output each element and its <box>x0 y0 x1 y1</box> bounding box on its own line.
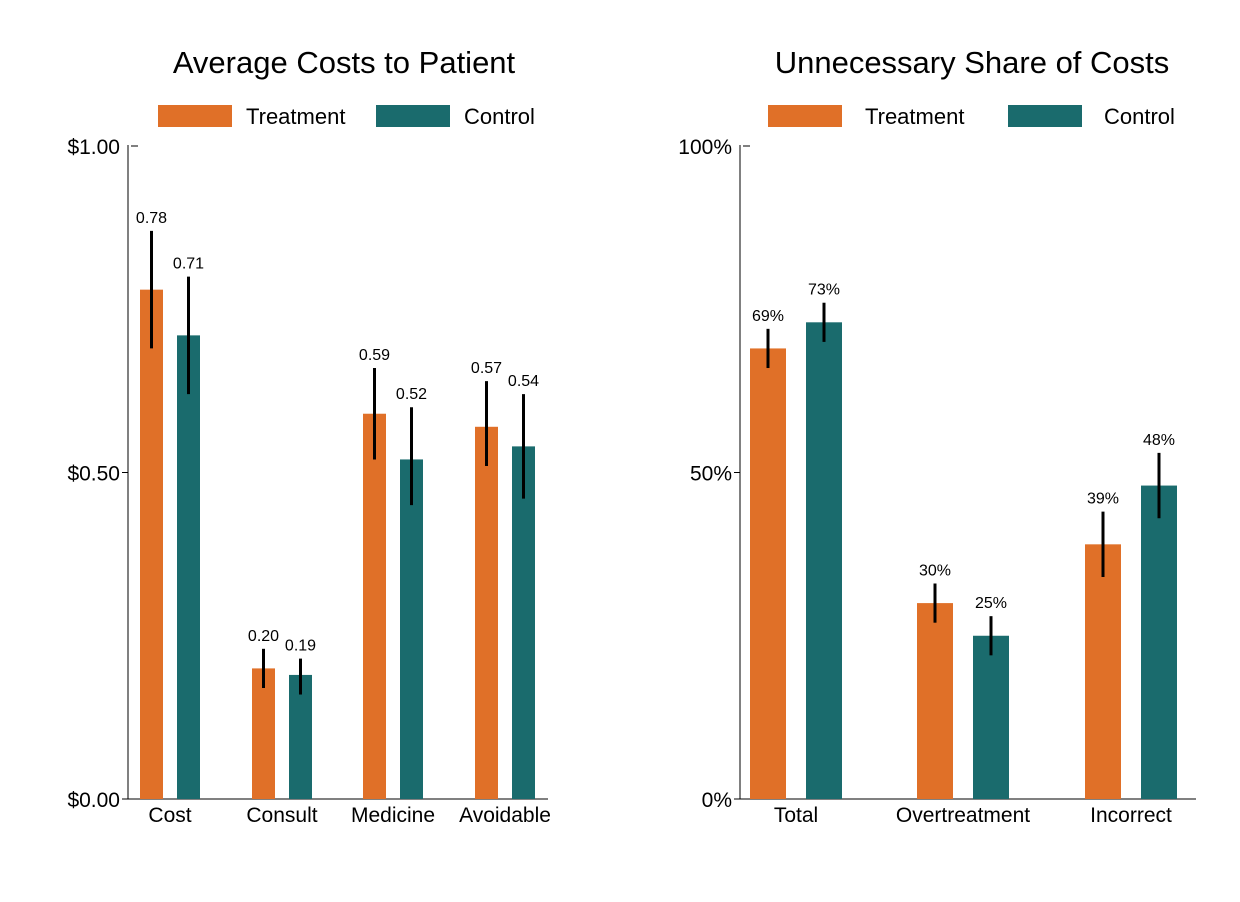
bar-control <box>400 459 423 799</box>
y-tick-label: 0% <box>702 789 732 812</box>
legend-swatch-treatment <box>768 105 842 127</box>
bar-control <box>1141 485 1177 799</box>
data-label-treatment: 69% <box>752 308 784 325</box>
x-category-label: Cost <box>148 804 191 827</box>
legend-label-control: Control <box>1104 104 1175 129</box>
data-label-control: 0.19 <box>285 638 316 655</box>
y-tick-label: $1.00 <box>67 136 120 159</box>
x-category-label: Medicine <box>351 804 435 827</box>
data-label-treatment: 39% <box>1087 491 1119 508</box>
y-tick-label: 100% <box>678 136 732 159</box>
legend-swatch-treatment <box>158 105 232 127</box>
y-tick-label: $0.50 <box>67 463 120 486</box>
bar-control <box>512 446 535 799</box>
legend-swatch-control <box>376 105 450 127</box>
bar-treatment <box>917 603 953 799</box>
data-label-control: 0.54 <box>508 373 539 390</box>
legend-label-treatment: Treatment <box>865 104 964 129</box>
legend-label-treatment: Treatment <box>246 104 345 129</box>
x-category-label: Overtreatment <box>896 804 1030 827</box>
x-category-label: Avoidable <box>459 804 551 827</box>
legend-swatch-control <box>1008 105 1082 127</box>
data-label-control: 25% <box>975 595 1007 612</box>
bar-treatment <box>363 413 386 799</box>
y-tick-label: $0.00 <box>67 789 120 812</box>
bar-treatment <box>1085 544 1121 799</box>
bar-control <box>806 322 842 799</box>
data-label-treatment: 0.57 <box>471 360 502 377</box>
data-label-control: 0.71 <box>173 256 204 273</box>
x-category-label: Incorrect <box>1090 804 1172 827</box>
legend-label-control: Control <box>464 104 535 129</box>
x-category-label: Consult <box>246 804 317 827</box>
data-label-treatment: 0.20 <box>248 628 279 645</box>
x-category-label: Total <box>774 804 818 827</box>
bar-control <box>289 674 312 799</box>
bar-control <box>973 635 1009 799</box>
bar-treatment <box>750 348 786 799</box>
data-label-control: 48% <box>1143 432 1175 449</box>
bar-treatment <box>140 289 163 799</box>
bar-treatment <box>252 668 275 799</box>
chart-title: Average Costs to Patient <box>173 45 516 80</box>
chart-title: Unnecessary Share of Costs <box>775 45 1170 80</box>
data-label-treatment: 0.59 <box>359 347 390 364</box>
data-label-treatment: 0.78 <box>136 210 167 227</box>
bar-control <box>177 335 200 799</box>
data-label-control: 73% <box>808 282 840 299</box>
y-tick-label: 50% <box>690 463 732 486</box>
data-label-control: 0.52 <box>396 386 427 403</box>
bar-treatment <box>475 426 498 799</box>
data-label-treatment: 30% <box>919 563 951 580</box>
